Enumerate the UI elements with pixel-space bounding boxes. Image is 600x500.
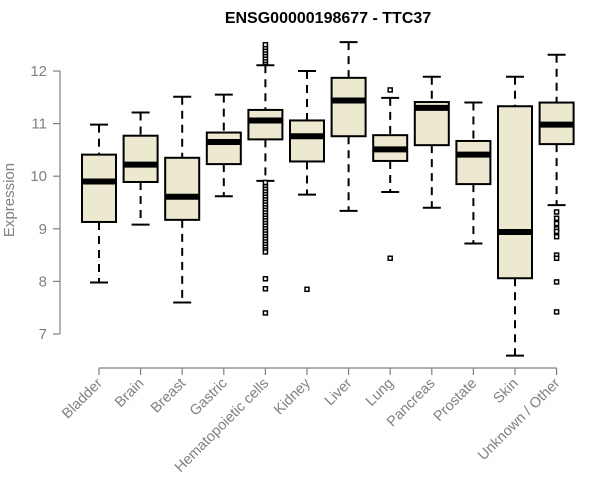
- iqr-box: [289, 119, 325, 163]
- iqr-box: [497, 105, 533, 280]
- box-bladder: [81, 123, 117, 284]
- box-brain: [122, 111, 159, 226]
- x-tick-label: Brain: [112, 376, 147, 411]
- outlier-point: [262, 41, 269, 48]
- outlier-point: [262, 276, 269, 282]
- iqr-box: [122, 134, 159, 183]
- outlier-point: [262, 286, 269, 292]
- outlier-point: [553, 228, 560, 235]
- outlier-point: [553, 233, 560, 240]
- iqr-box: [330, 76, 367, 138]
- y-tick-label: 8: [39, 273, 47, 290]
- x-tick-label: Prostate: [431, 376, 480, 425]
- x-tick-label: Skin: [491, 376, 522, 407]
- iqr-box: [81, 153, 117, 223]
- x-tick-label: Breast: [148, 376, 189, 417]
- x-tick-label: Liver: [322, 375, 356, 409]
- outlier-point: [304, 286, 310, 293]
- outlier-point: [387, 87, 393, 93]
- x-tick-label: Bladder: [59, 375, 106, 422]
- box-breast: [164, 95, 201, 304]
- y-axis-label: Expression: [1, 163, 18, 237]
- chart-title: ENSG00000198677 - TTC37: [225, 10, 431, 27]
- outlier-point: [262, 310, 269, 316]
- iqr-box: [455, 139, 492, 186]
- outlier-point: [387, 255, 393, 262]
- y-tick-label: 12: [30, 63, 47, 80]
- boxes: [81, 41, 575, 357]
- box-unknown-other: [538, 53, 575, 315]
- iqr-box: [205, 131, 242, 166]
- outlier-point: [262, 249, 269, 255]
- box-lung: [372, 87, 409, 262]
- y-axis: 7 8 9 10 11 12: [30, 63, 61, 343]
- outlier-point: [553, 309, 560, 315]
- box-hematopoietic-cells: [247, 41, 284, 316]
- box-prostate: [455, 101, 492, 245]
- iqr-box: [164, 156, 201, 221]
- y-tick-label: 10: [30, 168, 47, 185]
- iqr-box: [247, 108, 284, 141]
- outlier-point: [553, 279, 560, 285]
- box-skin: [497, 75, 533, 357]
- box-gastric: [205, 93, 242, 198]
- outlier-point: [553, 215, 560, 222]
- y-tick-label: 9: [39, 221, 47, 238]
- y-tick-label: 11: [31, 116, 47, 133]
- outlier-point: [262, 179, 269, 186]
- box-kidney: [289, 70, 325, 293]
- box-liver: [330, 41, 367, 212]
- outlier-point: [553, 209, 560, 215]
- outlier-point: [553, 220, 560, 227]
- y-tick-label: 7: [39, 326, 47, 343]
- box-pancreas: [413, 75, 450, 209]
- x-tick-label: Kidney: [271, 375, 314, 418]
- outlier-point: [553, 255, 560, 262]
- x-tick-label: Lung: [363, 376, 397, 410]
